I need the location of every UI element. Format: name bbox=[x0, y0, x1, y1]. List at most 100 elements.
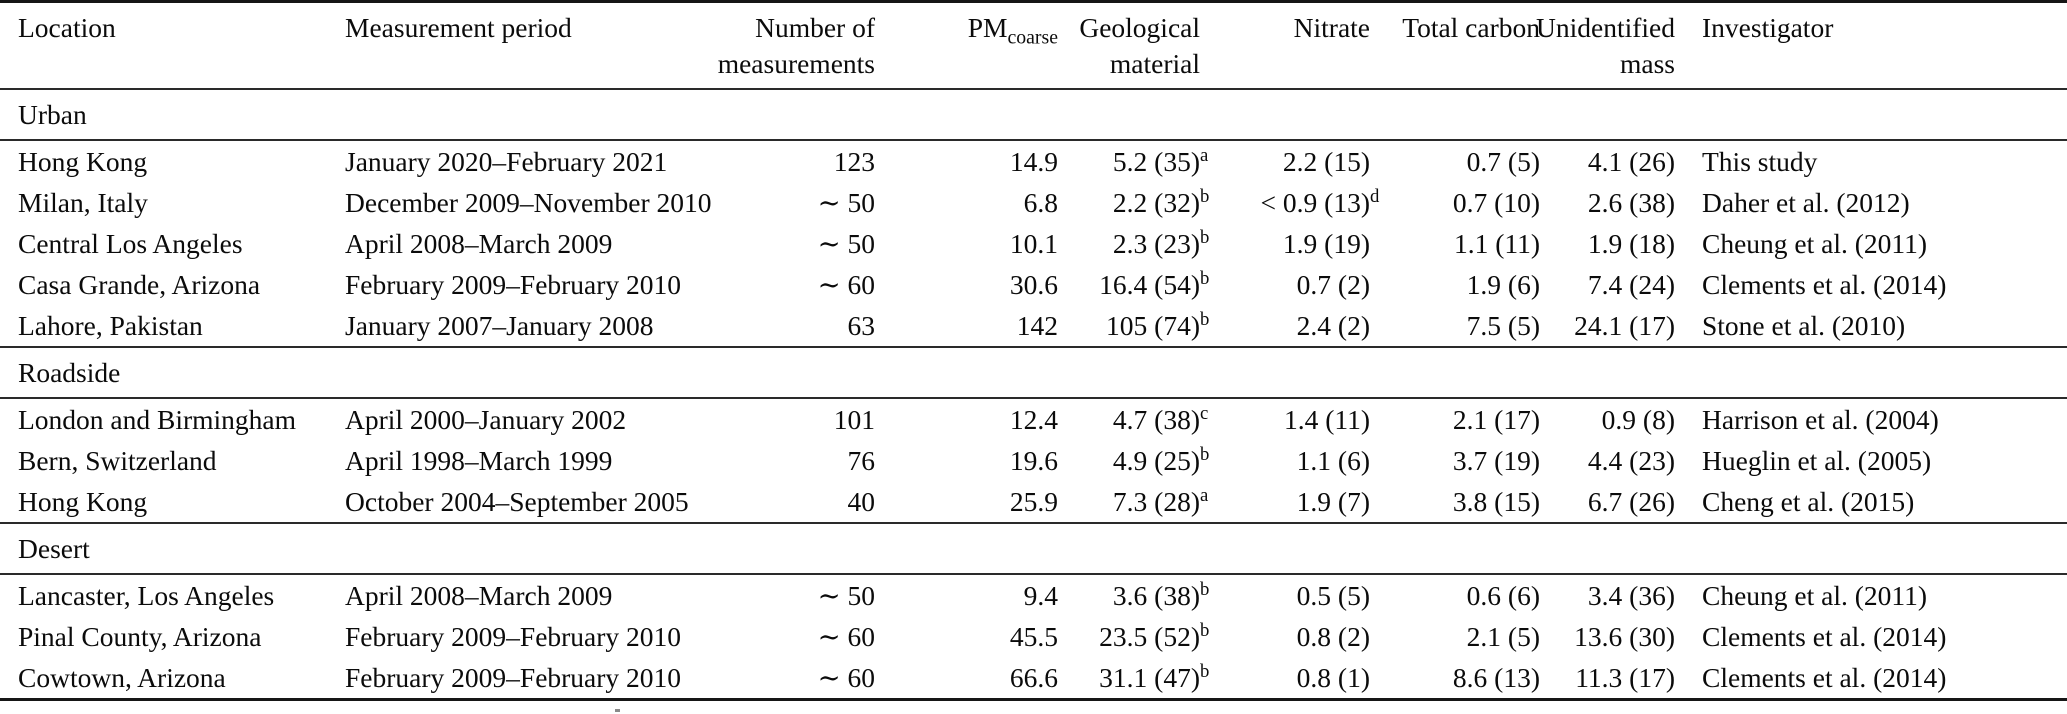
cell-location: Hong Kong bbox=[18, 486, 148, 517]
col-header-investigator-label: Investigator bbox=[1702, 12, 1834, 43]
cell-location: Lahore, Pakistan bbox=[18, 310, 203, 341]
cell-measurement-period: April 2000–January 2002 bbox=[345, 404, 627, 435]
section-label: Urban bbox=[18, 99, 87, 130]
cell-investigator: This study bbox=[1702, 146, 1818, 177]
cell-total-carbon: 0.6 (6) bbox=[1466, 580, 1540, 611]
cell-total-carbon: 1.1 (11) bbox=[1453, 228, 1540, 259]
cell-nitrate: 0.8 (1) bbox=[1296, 662, 1370, 693]
cell-measurement-period: October 2004–September 2005 bbox=[345, 486, 689, 517]
cell-measurement-period: April 2008–March 2009 bbox=[345, 580, 613, 611]
cell-measurement-period: January 2020–February 2021 bbox=[345, 146, 668, 177]
cell-pm-coarse: 9.4 bbox=[1023, 580, 1058, 611]
cell-unidentified-mass: 4.1 (26) bbox=[1587, 146, 1675, 177]
col-header-measurement-period: Measurement period bbox=[345, 10, 700, 46]
cell-location: Hong Kong bbox=[18, 146, 148, 177]
cell-number-of-measurements: 63 bbox=[847, 310, 876, 341]
section-label-rule bbox=[0, 139, 2067, 141]
cell-number-of-measurements: ∼ 60 bbox=[817, 621, 875, 652]
table-row: London and Birmingham April 2000–January… bbox=[0, 399, 2067, 440]
section-label: Roadside bbox=[18, 357, 121, 388]
cell-measurement-period: January 2007–January 2008 bbox=[345, 310, 654, 341]
table-header-row: Location Measurement period Number of me… bbox=[0, 3, 2067, 88]
col-header-location: Location bbox=[18, 10, 345, 46]
cell-pm-coarse: 30.6 bbox=[1009, 269, 1058, 300]
cell-nitrate: 1.1 (6) bbox=[1296, 445, 1370, 476]
cell-number-of-measurements: ∼ 50 bbox=[817, 187, 875, 218]
cell-total-carbon: 0.7 (5) bbox=[1466, 146, 1540, 177]
cell-unidentified-mass: 2.6 (38) bbox=[1587, 187, 1675, 218]
cell-geological-material: 4.7 (38)c bbox=[1112, 402, 1209, 435]
cell-pm-coarse: 142 bbox=[1016, 310, 1058, 341]
cell-unidentified-mass: 0.9 (8) bbox=[1601, 404, 1675, 435]
cell-nitrate: 1.9 (19) bbox=[1282, 228, 1370, 259]
cell-unidentified-mass: 4.4 (23) bbox=[1587, 445, 1675, 476]
cell-unidentified-mass: 13.6 (30) bbox=[1574, 621, 1675, 652]
col-header-investigator: Investigator bbox=[1675, 10, 2049, 46]
cell-location: Pinal County, Arizona bbox=[18, 621, 262, 652]
cell-measurement-period: April 2008–March 2009 bbox=[345, 228, 613, 259]
cell-investigator: Cheung et al. (2011) bbox=[1702, 228, 1928, 259]
col-header-unidentified-line2: mass bbox=[1620, 48, 1675, 79]
table-row: Lancaster, Los Angeles April 2008–March … bbox=[0, 575, 2067, 616]
cell-unidentified-mass: 24.1 (17) bbox=[1574, 310, 1675, 341]
cell-geological-material: 2.2 (32)b bbox=[1112, 185, 1210, 218]
cell-pm-coarse: 19.6 bbox=[1009, 445, 1058, 476]
table-section: Roadside London and Birmingham April 200… bbox=[0, 348, 2067, 524]
cell-pm-coarse: 25.9 bbox=[1009, 486, 1058, 517]
section-end-rule bbox=[0, 346, 2067, 348]
table-row: Lahore, Pakistan January 2007–January 20… bbox=[0, 305, 2067, 346]
cell-investigator: Clements et al. (2014) bbox=[1702, 621, 1947, 652]
cell-nitrate: 0.5 (5) bbox=[1296, 580, 1370, 611]
cell-location: London and Birmingham bbox=[18, 404, 297, 435]
cell-total-carbon: 1.9 (6) bbox=[1466, 269, 1540, 300]
cell-nitrate: < 0.9 (13)d bbox=[1260, 185, 1380, 218]
table-row: Bern, Switzerland April 1998–March 1999 … bbox=[0, 440, 2067, 481]
col-header-geological-line1: Geological bbox=[1079, 12, 1200, 43]
cell-pm-coarse: 12.4 bbox=[1009, 404, 1058, 435]
cell-pm-coarse: 66.6 bbox=[1009, 662, 1058, 693]
col-header-number-of-measurements: Number of measurements bbox=[700, 10, 875, 82]
footnote-remnant-mark bbox=[615, 709, 620, 712]
cell-location: Bern, Switzerland bbox=[18, 445, 217, 476]
cell-investigator: Cheung et al. (2011) bbox=[1702, 580, 1928, 611]
cell-number-of-measurements: 76 bbox=[847, 445, 876, 476]
cell-nitrate: 2.4 (2) bbox=[1296, 310, 1370, 341]
table-row: Pinal County, Arizona February 2009–Febr… bbox=[0, 616, 2067, 657]
col-header-pm-coarse: PMcoarse bbox=[875, 10, 1058, 47]
cell-pm-coarse: 14.9 bbox=[1009, 146, 1058, 177]
cell-geological-material: 16.4 (54)b bbox=[1099, 267, 1210, 300]
section-label: Desert bbox=[18, 533, 90, 564]
section-label-rule bbox=[0, 397, 2067, 399]
cell-geological-material: 31.1 (47)b bbox=[1099, 660, 1210, 693]
section-end-rule bbox=[0, 522, 2067, 524]
cell-number-of-measurements: 123 bbox=[833, 146, 875, 177]
cell-investigator: Daher et al. (2012) bbox=[1702, 187, 1910, 218]
cell-pm-coarse: 6.8 bbox=[1023, 187, 1058, 218]
cell-measurement-period: February 2009–February 2010 bbox=[345, 621, 682, 652]
cell-geological-material: 5.2 (35)a bbox=[1112, 144, 1209, 177]
section-rows: London and Birmingham April 2000–January… bbox=[0, 399, 2067, 522]
cell-unidentified-mass: 7.4 (24) bbox=[1587, 269, 1675, 300]
cell-geological-material: 4.9 (25)b bbox=[1112, 443, 1210, 476]
cell-location: Milan, Italy bbox=[18, 187, 148, 218]
cell-nitrate: 0.8 (2) bbox=[1296, 621, 1370, 652]
cell-measurement-period: December 2009–November 2010 bbox=[345, 187, 712, 218]
cell-total-carbon: 8.6 (13) bbox=[1452, 662, 1540, 693]
cell-total-carbon: 3.8 (15) bbox=[1452, 486, 1540, 517]
cell-location: Cowtown, Arizona bbox=[18, 662, 226, 693]
cell-measurement-period: February 2009–February 2010 bbox=[345, 662, 682, 693]
cell-unidentified-mass: 11.3 (17) bbox=[1575, 662, 1675, 693]
table-row: Hong Kong January 2020–February 2021 123… bbox=[0, 141, 2067, 182]
cell-investigator: Clements et al. (2014) bbox=[1702, 269, 1947, 300]
cell-pm-coarse: 10.1 bbox=[1009, 228, 1058, 259]
cell-investigator: Harrison et al. (2004) bbox=[1702, 404, 1939, 435]
table-row: Central Los Angeles April 2008–March 200… bbox=[0, 223, 2067, 264]
col-header-nitrate: Nitrate bbox=[1200, 10, 1370, 46]
col-header-total-carbon: Total carbon bbox=[1370, 10, 1540, 46]
cell-pm-coarse: 45.5 bbox=[1009, 621, 1058, 652]
col-header-nitrate-label: Nitrate bbox=[1293, 12, 1370, 43]
col-header-total-carbon-label: Total carbon bbox=[1402, 12, 1540, 43]
cell-investigator: Hueglin et al. (2005) bbox=[1702, 445, 1932, 476]
cell-total-carbon: 2.1 (17) bbox=[1452, 404, 1540, 435]
